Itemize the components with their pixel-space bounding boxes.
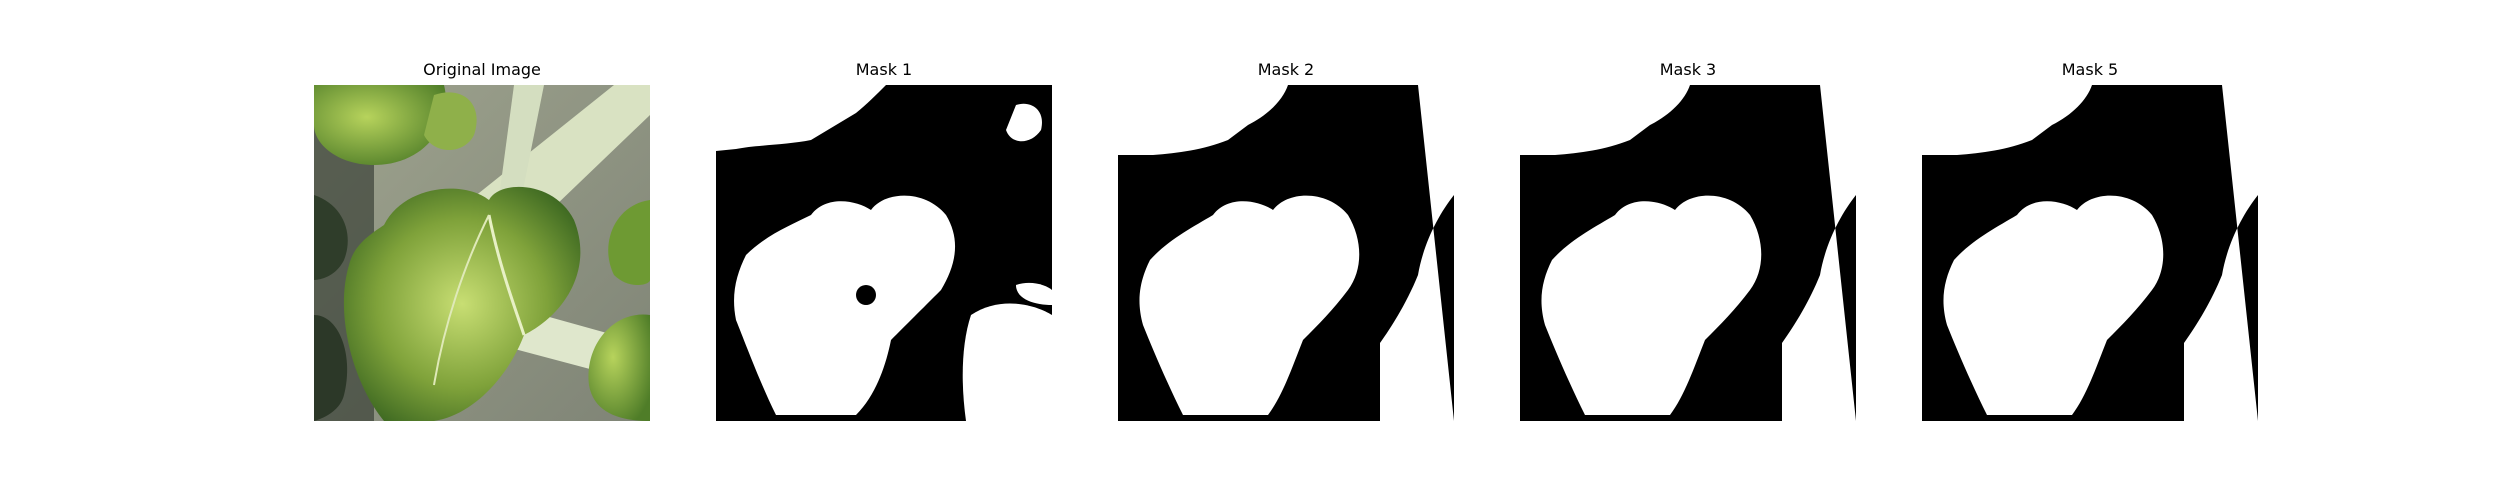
panel-title-mask-3: Mask 3 xyxy=(1520,60,1856,80)
panel-title-mask-2: Mask 2 xyxy=(1118,60,1454,80)
mask-3-panel xyxy=(1520,85,1856,421)
mask-2-panel xyxy=(1118,85,1454,421)
mask-2-image xyxy=(1118,85,1454,421)
mask-1-panel xyxy=(716,85,1052,421)
panel-title-mask-5: Mask 5 xyxy=(1922,60,2258,80)
original-plant-photo xyxy=(314,85,650,421)
panel-title-mask-1: Mask 1 xyxy=(716,60,1052,80)
panel-title-original-image: Original Image xyxy=(314,60,650,80)
mask-3-image xyxy=(1520,85,1856,421)
mask-5-panel xyxy=(1922,85,2258,421)
mask-5-image xyxy=(1922,85,2258,421)
mask-1-image xyxy=(716,85,1052,421)
original-image-panel xyxy=(314,85,650,421)
